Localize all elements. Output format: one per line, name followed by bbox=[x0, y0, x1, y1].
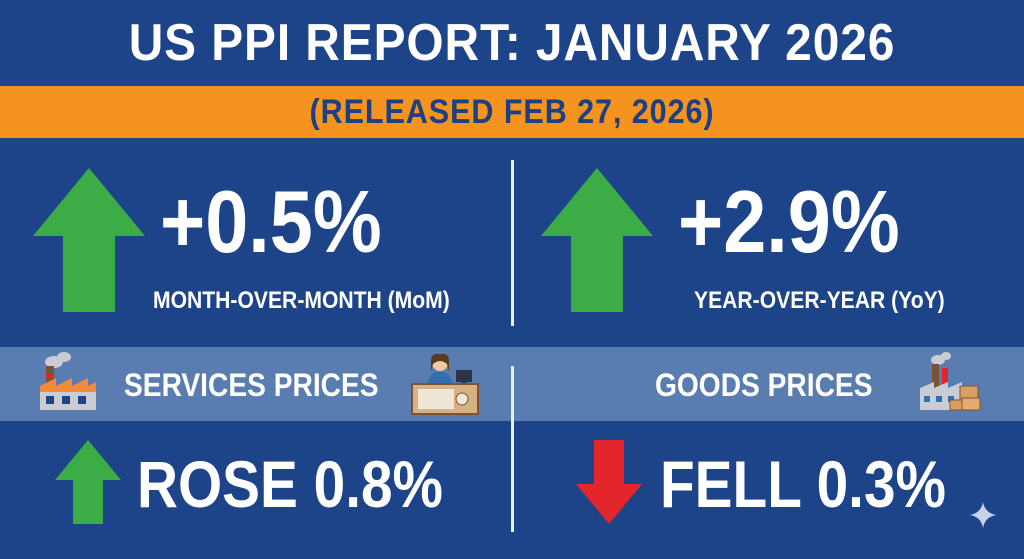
sparkle-icon bbox=[970, 502, 996, 528]
factory-boxes-icon bbox=[920, 352, 981, 411]
goods-label: GOODS PRICES bbox=[655, 367, 873, 403]
goods-down-arrow-icon bbox=[576, 440, 642, 524]
services-up-arrow-icon bbox=[55, 440, 121, 524]
services-result: ROSE 0.8% bbox=[137, 447, 444, 521]
mom-label: MONTH-OVER-MONTH (MoM) bbox=[153, 287, 450, 314]
yoy-label: YEAR-OVER-YEAR (YoY) bbox=[694, 287, 945, 314]
goods-result: FELL 0.3% bbox=[660, 447, 946, 521]
divider bbox=[511, 160, 514, 326]
page-title: US PPI REPORT: JANUARY 2026 bbox=[128, 14, 896, 72]
divider bbox=[511, 366, 514, 532]
services-label: SERVICES PRICES bbox=[124, 367, 379, 403]
release-date-banner: (RELEASED FEB 27, 2026) bbox=[0, 86, 1024, 138]
mom-up-arrow-icon bbox=[33, 168, 145, 312]
yoy-up-arrow-icon bbox=[541, 168, 653, 312]
office-worker-icon bbox=[411, 353, 479, 415]
mom-value: +0.5% bbox=[160, 172, 382, 271]
release-date: (RELEASED FEB 27, 2026) bbox=[309, 92, 715, 131]
factory-icon bbox=[40, 352, 96, 410]
yoy-value: +2.9% bbox=[678, 172, 900, 271]
